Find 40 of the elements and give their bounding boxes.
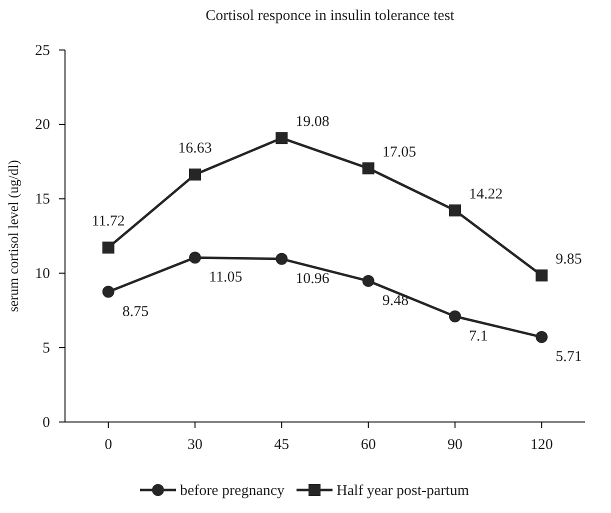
data-label: 19.08 — [296, 114, 330, 130]
y-tick-label: 25 — [35, 42, 50, 59]
x-tick-label: 60 — [360, 437, 376, 453]
y-tick-label: 0 — [42, 414, 50, 431]
point — [362, 274, 374, 287]
data-label: 11.72 — [92, 214, 125, 230]
point — [102, 242, 114, 254]
legend-label: before pregnancy — [180, 483, 286, 499]
y-tick-label: 15 — [35, 192, 50, 208]
x-tick-label: 90 — [448, 437, 462, 453]
y-tick-label: 5 — [42, 340, 50, 356]
data-label: 8.75 — [122, 304, 149, 320]
point — [536, 331, 548, 344]
data-label: 11.05 — [209, 270, 242, 286]
legend-label: Half year post-partum — [336, 483, 470, 499]
data-label: 5.71 — [556, 349, 582, 366]
point — [189, 168, 201, 181]
data-label: 9.85 — [556, 251, 582, 268]
x-tick-label: 120 — [530, 437, 553, 453]
point — [189, 252, 201, 264]
point — [276, 252, 288, 265]
data-label: 17.05 — [382, 144, 416, 160]
x-tick-label: 45 — [274, 437, 290, 453]
y-tick-label: 10 — [35, 266, 50, 282]
point — [449, 310, 461, 322]
point — [362, 162, 374, 174]
y-tick-label: 20 — [35, 117, 50, 134]
chart-title: Cortisol responce in insulin tolerance test — [206, 8, 456, 24]
data-label: 9.48 — [382, 292, 409, 309]
point — [536, 269, 548, 282]
data-label: 10.96 — [296, 270, 330, 287]
x-tick-label: 0 — [104, 437, 112, 453]
x-tick-label: 30 — [188, 437, 202, 453]
point — [276, 132, 288, 144]
data-label: 14.22 — [469, 186, 503, 202]
y-axis-title: serum cortisol level (ug/dl) — [7, 160, 22, 312]
data-label: 7.1 — [469, 328, 488, 344]
data-label: 16.63 — [178, 140, 212, 157]
point — [449, 204, 461, 216]
point — [102, 286, 114, 298]
